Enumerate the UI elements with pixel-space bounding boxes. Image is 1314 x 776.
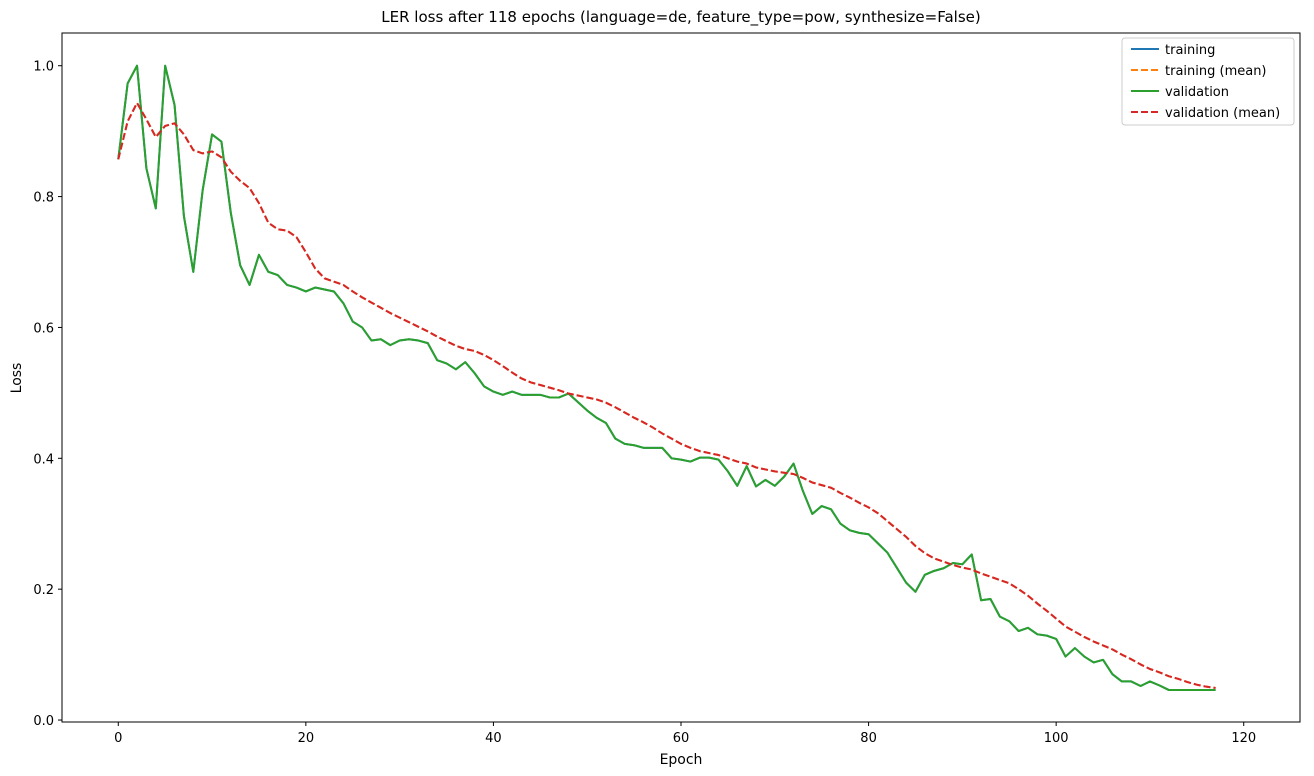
x-tick-label: 80 [860, 731, 877, 746]
x-tick-label: 40 [485, 731, 502, 746]
x-axis-label: Epoch [660, 752, 703, 768]
y-tick-label: 0.4 [33, 452, 54, 467]
y-tick-label: 0.8 [33, 191, 54, 206]
y-tick-label: 0.0 [33, 714, 54, 729]
y-axis: 0.0 0.2 0.4 0.6 0.8 1.0 [33, 60, 62, 729]
x-tick-label: 0 [114, 731, 122, 746]
series-line-validation-mean [117, 102, 1216, 689]
legend-label: training [1165, 43, 1215, 58]
legend-box [1121, 37, 1295, 126]
x-tick-label: 120 [1231, 731, 1256, 746]
x-axis: 0 20 40 60 80 100 120 [114, 722, 1256, 746]
series-layer [117, 64, 1216, 691]
legend: training training (mean) validation validat… [1121, 37, 1295, 126]
legend-label: training (mean) [1165, 64, 1267, 79]
chart-title: LER loss after 118 epochs (language=de, … [381, 8, 980, 27]
legend-label: validation [1165, 85, 1229, 100]
series-line-validation [117, 64, 1216, 691]
x-tick-label: 100 [1044, 731, 1069, 746]
y-tick-label: 0.2 [33, 583, 54, 598]
y-tick-label: 0.6 [33, 321, 54, 336]
plot-frame [61, 32, 1301, 723]
y-axis-label: Loss [9, 363, 25, 394]
x-tick-label: 20 [298, 731, 315, 746]
y-tick-label: 1.0 [33, 60, 54, 75]
x-tick-label: 60 [673, 731, 690, 746]
legend-label: validation (mean) [1165, 106, 1280, 121]
